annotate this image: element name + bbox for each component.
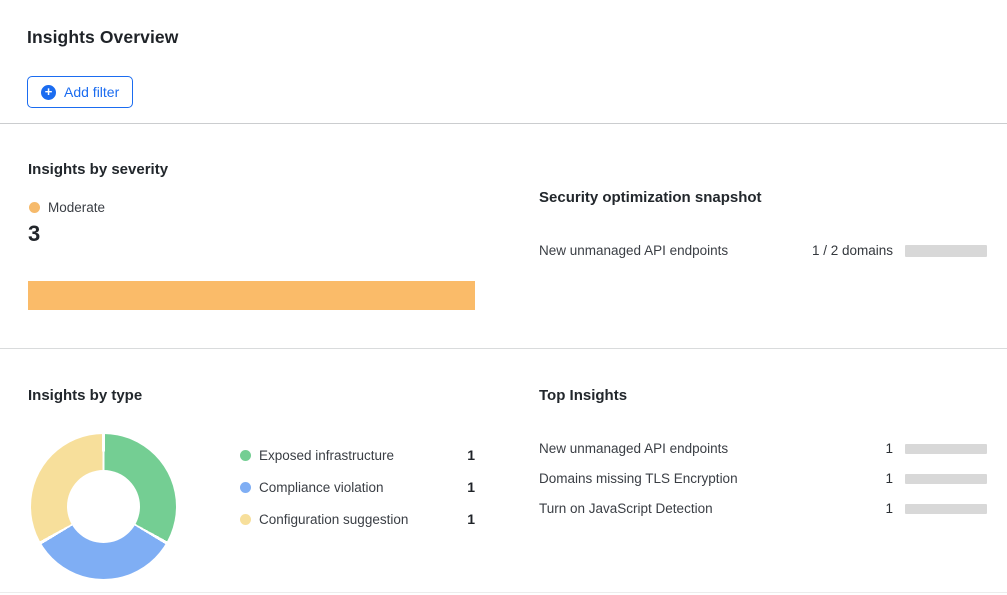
snapshot-row-label: New unmanaged API endpoints xyxy=(539,243,729,258)
severity-legend: Moderate xyxy=(29,200,105,215)
configuration-suggestion-dot-icon xyxy=(240,513,251,525)
top-insight-count: 1 xyxy=(885,441,893,456)
type-legend-label: Compliance violation xyxy=(259,479,384,495)
type-legend-label: Configuration suggestion xyxy=(259,511,409,527)
severity-count: 3 xyxy=(28,221,41,246)
type-legend-row: Compliance violation 1 xyxy=(240,479,475,495)
top-insight-row: New unmanaged API endpoints 1 xyxy=(539,441,987,457)
snapshot-row: New unmanaged API endpoints 1 / 2 domain… xyxy=(539,243,987,259)
top-insight-progress-bar xyxy=(905,474,987,484)
exposed-infrastructure-dot-icon xyxy=(240,449,251,461)
top-insight-label: Turn on JavaScript Detection xyxy=(539,501,713,516)
type-legend-row: Exposed infrastructure 1 xyxy=(240,447,475,463)
add-filter-label: Add filter xyxy=(64,84,120,100)
plus-circle-icon: + xyxy=(41,84,56,100)
snapshot-row-value: 1 / 2 domains xyxy=(811,243,893,258)
top-insight-progress-bar xyxy=(905,504,987,514)
top-insights-heading: Top Insights xyxy=(539,387,628,404)
insights-by-type-donut[interactable] xyxy=(31,434,176,579)
add-filter-button[interactable]: + Add filter xyxy=(27,76,134,108)
type-legend-row: Configuration suggestion 1 xyxy=(240,511,475,527)
type-legend-count: 1 xyxy=(467,447,475,463)
severity-bar-chart[interactable] xyxy=(28,281,475,310)
top-insight-count: 1 xyxy=(885,471,893,486)
section-divider xyxy=(0,348,1007,349)
top-insight-row: Domains missing TLS Encryption 1 xyxy=(539,471,987,487)
insights-by-severity-heading: Insights by severity xyxy=(28,161,169,178)
security-snapshot-heading: Security optimization snapshot xyxy=(539,189,762,206)
top-insight-count: 1 xyxy=(885,501,893,516)
top-insight-row: Turn on JavaScript Detection 1 xyxy=(539,501,987,517)
top-insight-label: Domains missing TLS Encryption xyxy=(539,471,738,486)
top-insight-label: New unmanaged API endpoints xyxy=(539,441,729,456)
compliance-violation-dot-icon xyxy=(240,481,251,493)
severity-legend-label: Moderate xyxy=(48,200,106,215)
header-divider xyxy=(0,123,1007,124)
type-legend-label: Exposed infrastructure xyxy=(259,447,395,463)
snapshot-progress-bar xyxy=(905,245,987,257)
bottom-divider xyxy=(0,592,1007,593)
top-insight-progress-bar xyxy=(905,444,987,454)
page-title: Insights Overview xyxy=(27,27,179,47)
moderate-legend-dot-icon xyxy=(29,202,40,213)
type-legend-count: 1 xyxy=(467,511,475,527)
insights-by-type-heading: Insights by type xyxy=(28,387,143,404)
type-legend-count: 1 xyxy=(467,479,475,495)
